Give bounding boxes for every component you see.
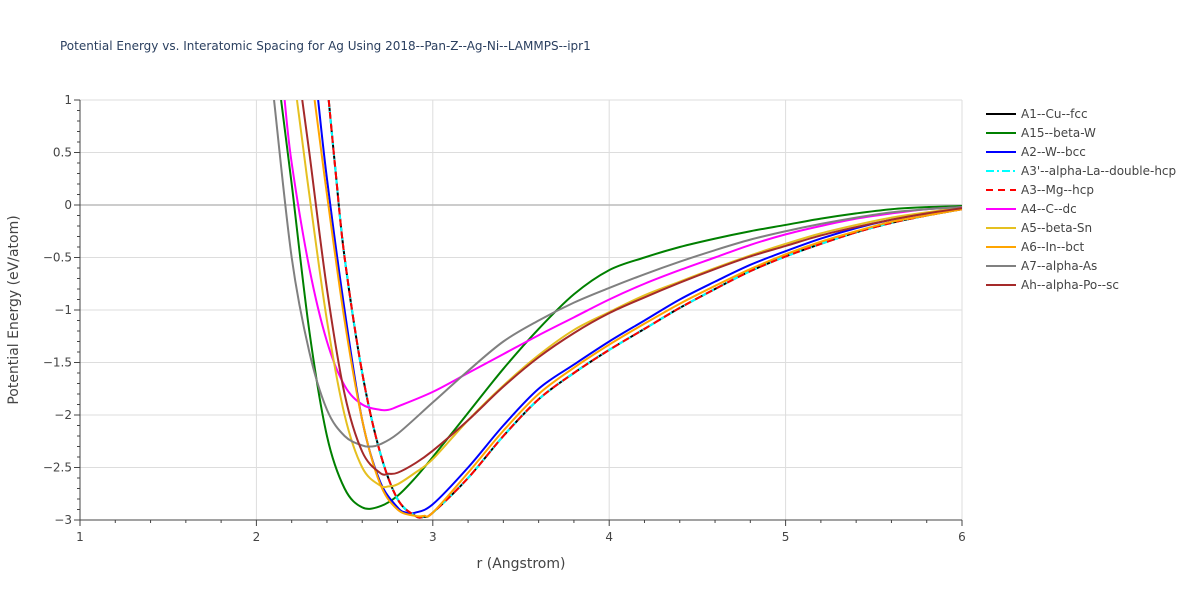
legend-item-9[interactable]: Ah--alpha-Po--sc xyxy=(986,278,1119,292)
legend-item-3[interactable]: A3'--alpha-La--double-hcp xyxy=(986,164,1176,178)
legend-label: A7--alpha-As xyxy=(1021,259,1097,273)
series-line-1[interactable] xyxy=(280,100,962,510)
legend-item-2[interactable]: A2--W--bcc xyxy=(986,145,1086,159)
legend-item-4[interactable]: A3--Mg--hcp xyxy=(986,183,1094,197)
x-tick-label: 3 xyxy=(429,530,437,544)
y-tick-label: 0.5 xyxy=(53,146,72,160)
legend-label: A1--Cu--fcc xyxy=(1021,107,1088,121)
y-tick-label: 0 xyxy=(64,198,72,212)
x-tick-label: 2 xyxy=(253,530,261,544)
series-line-9[interactable] xyxy=(301,100,962,476)
legend-label: A6--In--bct xyxy=(1021,240,1085,254)
x-tick-label: 6 xyxy=(958,530,966,544)
series-line-5[interactable] xyxy=(283,100,962,412)
legend-item-0[interactable]: A1--Cu--fcc xyxy=(986,107,1088,121)
series-line-8[interactable] xyxy=(273,100,962,448)
x-axis-title: r (Angstrom) xyxy=(477,556,566,572)
chart-title: Potential Energy vs. Interatomic Spacing… xyxy=(60,39,591,53)
y-tick-label: 1 xyxy=(64,93,72,107)
legend-label: A3--Mg--hcp xyxy=(1021,183,1094,197)
legend-item-6[interactable]: A5--beta-Sn xyxy=(986,221,1092,235)
legend-item-1[interactable]: A15--beta-W xyxy=(986,126,1096,140)
legend-label: A5--beta-Sn xyxy=(1021,221,1092,235)
series-line-4[interactable] xyxy=(327,100,962,519)
y-tick-label: −3 xyxy=(54,513,72,527)
legend-label: A2--W--bcc xyxy=(1021,145,1086,159)
y-tick-label: −0.5 xyxy=(43,251,72,265)
legend-label: A4--C--dc xyxy=(1021,202,1077,216)
legend-item-8[interactable]: A7--alpha-As xyxy=(986,259,1097,273)
x-tick-label: 1 xyxy=(76,530,84,544)
axis-layer: 1 2 3 4 5 6 1 0.5 0 −0.5 −1 −1.5 −2 −2.5 −3 xyxy=(43,93,966,544)
legend-label: Ah--alpha-Po--sc xyxy=(1021,278,1119,292)
series-line-7[interactable] xyxy=(313,100,962,518)
series-line-6[interactable] xyxy=(295,100,962,489)
series-layer xyxy=(273,100,962,519)
series-line-2[interactable] xyxy=(317,100,962,515)
legend[interactable]: A1--Cu--fcc A15--beta-W A2--W--bcc A3'--alp… xyxy=(986,107,1176,292)
x-tick-label: 5 xyxy=(782,530,790,544)
x-tick-label: 4 xyxy=(605,530,613,544)
y-tick-label: −2.5 xyxy=(43,461,72,475)
grid-layer xyxy=(80,99,963,520)
y-tick-label: −1.5 xyxy=(43,356,72,370)
series-line-0[interactable] xyxy=(327,100,962,519)
y-tick-label: −1 xyxy=(54,303,72,317)
y-tick-label: −2 xyxy=(54,408,72,422)
legend-label: A3'--alpha-La--double-hcp xyxy=(1021,164,1176,178)
legend-item-5[interactable]: A4--C--dc xyxy=(986,202,1077,216)
y-axis-title: Potential Energy (eV/atom) xyxy=(6,215,22,404)
legend-item-7[interactable]: A6--In--bct xyxy=(986,240,1085,254)
legend-label: A15--beta-W xyxy=(1021,126,1096,140)
series-line-3[interactable] xyxy=(327,100,962,519)
